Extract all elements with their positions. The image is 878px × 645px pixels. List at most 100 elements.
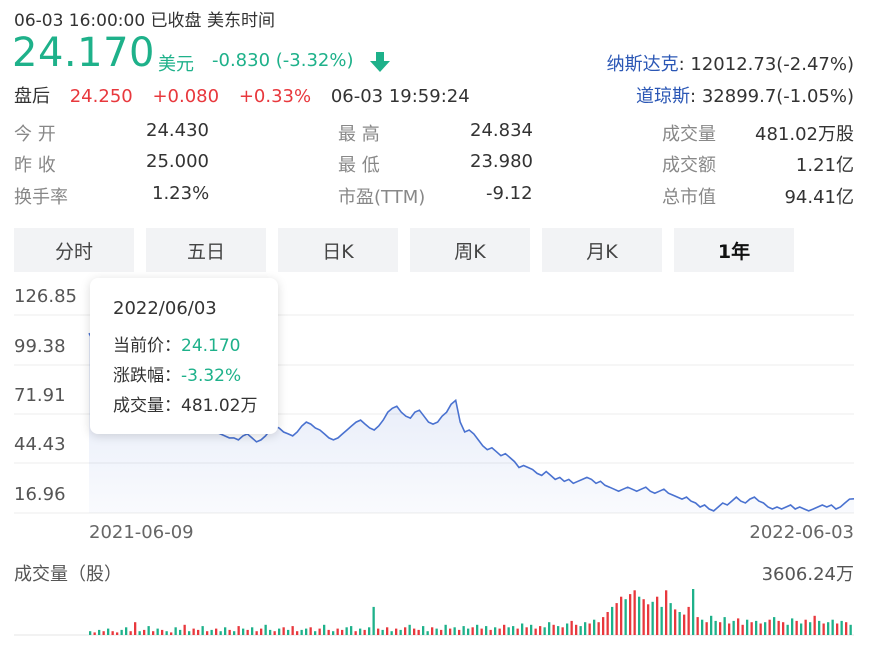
- volume-bar: [678, 612, 681, 635]
- volume-bar: [822, 623, 825, 635]
- tab-weekly-k[interactable]: 周K: [410, 228, 530, 272]
- volume-bar: [525, 627, 528, 635]
- tooltip-change-row: 涨跌幅：-3.32%: [113, 361, 241, 386]
- volume-bar: [138, 631, 141, 635]
- volume-bar: [768, 619, 771, 635]
- chart-tooltip: 2022/06/03 当前价：24.170 涨跌幅：-3.32% 成交量：481…: [90, 278, 278, 434]
- index-nasdaq[interactable]: 纳斯达克: 12012.73(-2.47%): [607, 50, 854, 76]
- volume-bar: [462, 626, 465, 635]
- prev-close-label: 昨 收: [14, 155, 56, 176]
- volume-chart: [14, 589, 854, 636]
- tab-monthly-k[interactable]: 月K: [542, 228, 662, 272]
- volume-bar: [453, 627, 456, 635]
- volume-bar: [372, 606, 375, 635]
- volume-bar: [543, 627, 546, 635]
- volume-bar: [359, 628, 362, 635]
- index-name[interactable]: 纳斯达克: [606, 54, 679, 75]
- volume-bar: [795, 620, 798, 635]
- volume-chart-max: 3606.24万: [761, 564, 854, 585]
- after-hours-label: 盘后: [14, 86, 50, 107]
- volume-bar: [746, 619, 749, 635]
- volume-bar: [764, 622, 767, 635]
- tab-daily-k[interactable]: 日K: [278, 228, 398, 272]
- volume-bar: [498, 628, 501, 635]
- x-tick-end: 2022-06-03: [749, 522, 854, 543]
- volume-bar: [422, 626, 425, 635]
- open-value: 24.430: [146, 120, 209, 141]
- volume-bar: [228, 629, 231, 635]
- tab-five-day[interactable]: 五日: [146, 228, 266, 272]
- volume-bar: [350, 626, 353, 635]
- volume-bar: [606, 612, 609, 635]
- volume-label: 成交量: [662, 124, 716, 145]
- volume-bar: [507, 627, 510, 635]
- volume-bar: [444, 624, 447, 635]
- tooltip-volume-label: 成交量：: [113, 396, 181, 416]
- volume-bar: [719, 622, 722, 635]
- price-change: -0.830 (-3.32%): [212, 50, 354, 71]
- volume-value: 481.02万股: [755, 124, 854, 145]
- volume-bar: [714, 620, 717, 635]
- arrow-down-icon: [368, 50, 392, 78]
- volume-bar: [773, 617, 776, 635]
- volume-bar: [435, 628, 438, 635]
- high-value: 24.834: [470, 120, 533, 141]
- x-tick-start: 2021-06-09: [89, 522, 194, 543]
- volume-bar: [264, 624, 267, 635]
- volume-bar: [183, 624, 186, 635]
- volume-bar: [588, 623, 591, 635]
- market-cap-value: 94.41亿: [784, 187, 854, 208]
- volume-bar: [161, 629, 164, 635]
- volume-bar: [278, 628, 281, 635]
- volume-bar: [561, 627, 564, 635]
- index-name[interactable]: 道琼斯: [636, 86, 691, 107]
- volume-bar: [647, 604, 650, 635]
- volume-bar: [674, 609, 677, 635]
- volume-bar: [710, 615, 713, 635]
- amount-label: 成交额: [662, 155, 716, 176]
- volume-bar: [174, 627, 177, 635]
- volume-bar: [323, 624, 326, 635]
- tab-intraday[interactable]: 分时: [14, 228, 134, 272]
- volume-bar: [165, 631, 168, 635]
- volume-bar: [840, 620, 843, 635]
- volume-chart-label: 成交量（股）: [14, 564, 122, 585]
- volume-bar: [782, 622, 785, 635]
- volume-bar: [638, 596, 641, 635]
- volume-bar: [341, 629, 344, 635]
- volume-bar: [471, 627, 474, 635]
- after-hours-change: +0.080: [152, 86, 220, 107]
- volume-bar: [413, 628, 416, 635]
- volume-bar: [602, 617, 605, 635]
- amount-value: 1.21亿: [795, 155, 854, 176]
- volume-bar: [552, 624, 555, 635]
- volume-bar: [458, 629, 461, 635]
- volume-bar: [449, 628, 452, 635]
- volume-bar: [192, 628, 195, 635]
- tooltip-price-label: 当前价：: [113, 336, 181, 356]
- volume-bar: [399, 629, 402, 635]
- volume-bar: [201, 626, 204, 635]
- volume-bar: [363, 629, 366, 635]
- volume-bar: [242, 628, 245, 635]
- volume-bar: [336, 628, 339, 635]
- volume-bar: [143, 629, 146, 635]
- volume-bar: [849, 624, 852, 635]
- volume-bar: [669, 603, 672, 635]
- volume-bar: [575, 624, 578, 635]
- open-label: 今 开: [14, 124, 56, 145]
- volume-bar: [179, 629, 182, 635]
- volume-bar: [237, 626, 240, 635]
- volume-bar: [692, 589, 695, 635]
- volume-bar: [755, 620, 758, 635]
- currency-label: 美元: [158, 54, 194, 75]
- tooltip-volume-row: 成交量：481.02万: [113, 391, 257, 416]
- volume-bar: [224, 627, 227, 635]
- index-dow[interactable]: 道琼斯: 32899.7(-1.05%): [636, 82, 854, 108]
- volume-bar: [368, 627, 371, 635]
- volume-bar: [728, 623, 731, 635]
- volume-bar: [296, 631, 299, 635]
- volume-bar: [786, 624, 789, 635]
- volume-bar: [615, 603, 618, 635]
- tab-one-year[interactable]: 1年: [674, 228, 794, 272]
